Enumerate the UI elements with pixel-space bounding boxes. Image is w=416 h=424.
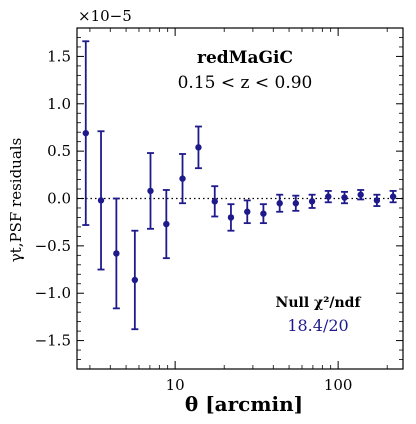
data-point (131, 276, 139, 284)
plot-frame (76, 27, 404, 370)
data-point (325, 193, 332, 200)
data-point (113, 250, 120, 257)
chart-subtitle: 0.15 < z < 0.90 (178, 73, 313, 93)
x-tick-label: 100 (324, 376, 353, 394)
data-point (163, 220, 170, 228)
data-point (195, 144, 202, 151)
data-point (292, 200, 300, 207)
data-point (341, 194, 348, 201)
data-point (373, 197, 381, 204)
y-tick-label: −1.5 (35, 332, 71, 350)
y-axis-label: γt,PSF residuals (7, 138, 25, 263)
data-point (389, 193, 397, 200)
y-tick-label: 1.0 (47, 95, 71, 113)
data-point (97, 197, 105, 204)
data-point (82, 129, 89, 137)
data-point (260, 210, 267, 217)
data-point (276, 200, 283, 207)
chart-title: redMaGiC (197, 48, 293, 68)
null-chi2-label: Null χ²/ndf (276, 295, 362, 311)
y-multiplier: ×10−5 (78, 7, 132, 25)
y-tick-label: −0.5 (35, 237, 71, 255)
data-point (179, 175, 186, 182)
data-point (211, 198, 218, 205)
y-tick-label: 0.0 (47, 190, 71, 208)
y-tick-label: 0.5 (47, 142, 71, 160)
data-point (244, 208, 251, 215)
x-axis-label: θ [arcmin] (185, 392, 303, 416)
data-point (357, 191, 364, 198)
data-point (147, 187, 154, 195)
y-tick-label: −1.0 (35, 284, 71, 302)
y-tick-label: 1.5 (47, 47, 71, 65)
null-chi2-value: 18.4/20 (287, 316, 348, 335)
data-point (227, 214, 235, 221)
data-point (308, 198, 316, 205)
x-tick-label: 10 (166, 376, 185, 394)
